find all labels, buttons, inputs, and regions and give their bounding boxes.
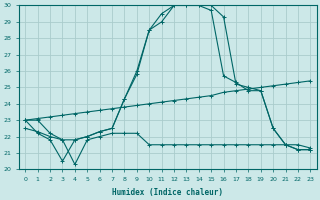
X-axis label: Humidex (Indice chaleur): Humidex (Indice chaleur) (112, 188, 223, 197)
